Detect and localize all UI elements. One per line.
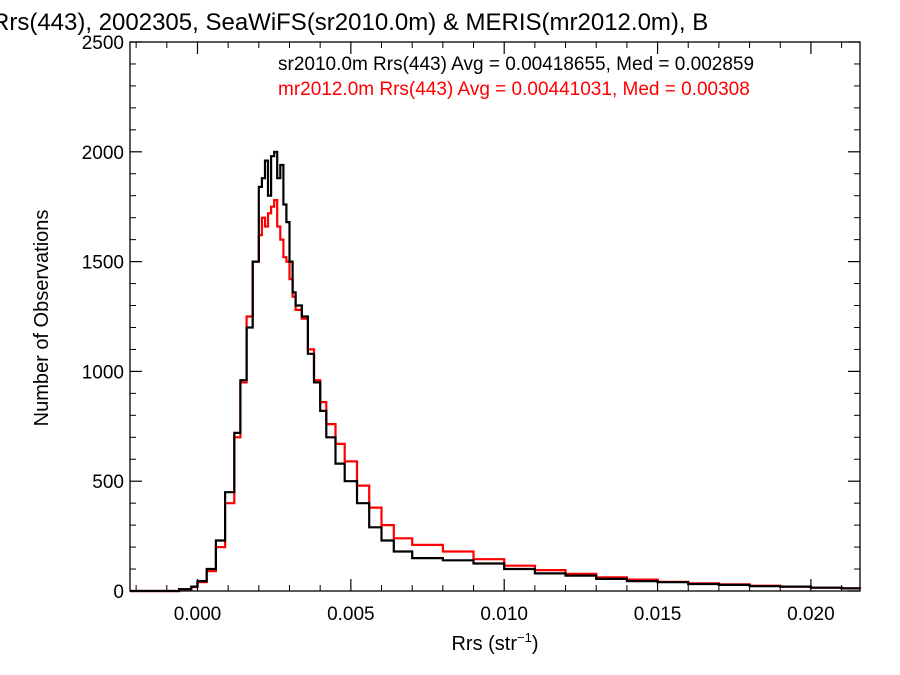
series-layer (130, 150, 862, 593)
y-tick-label: 0 (113, 582, 124, 603)
chart-title: Rrs(443), 2002305, SeaWiFS(sr2010.0m) & … (0, 9, 708, 36)
y-axis-title: Number of Observations (31, 210, 53, 427)
x-tick-label: 0.005 (327, 604, 375, 625)
y-tick-label: 2500 (82, 33, 124, 54)
legend-entry: sr2010.0m Rrs(443) Avg = 0.00418655, Med… (278, 54, 754, 75)
y-axis: 0 500 1000 1500 2000 2500 (82, 33, 860, 603)
plot-frame (129, 41, 861, 592)
y-tick-label: 1000 (82, 362, 124, 383)
x-axis-title: Rrs (str−1) (451, 630, 538, 655)
y-tick-label: 2000 (82, 143, 124, 164)
legend-entry: mr2012.0m Rrs(443) Avg = 0.00441031, Med… (278, 79, 750, 100)
x-tick-label: 0.015 (634, 604, 682, 625)
x-tick-label: 0.000 (174, 604, 222, 625)
x-axis: 0.000 0.005 0.010 0.015 0.020 (135, 42, 843, 625)
x-tick-label: 0.020 (787, 604, 835, 625)
x-tick-label: 0.010 (480, 604, 528, 625)
y-tick-label: 500 (92, 472, 124, 493)
series-line-sr2010 (130, 150, 862, 593)
x-axis-title-close: ) (532, 633, 539, 655)
y-tick-label: 1500 (82, 253, 124, 274)
x-axis-title-main: Rrs (str (451, 633, 517, 655)
legend: sr2010.0m Rrs(443) Avg = 0.00418655, Med… (278, 54, 754, 100)
plot-border (129, 41, 861, 592)
x-axis-title-superscript: −1 (517, 630, 532, 645)
